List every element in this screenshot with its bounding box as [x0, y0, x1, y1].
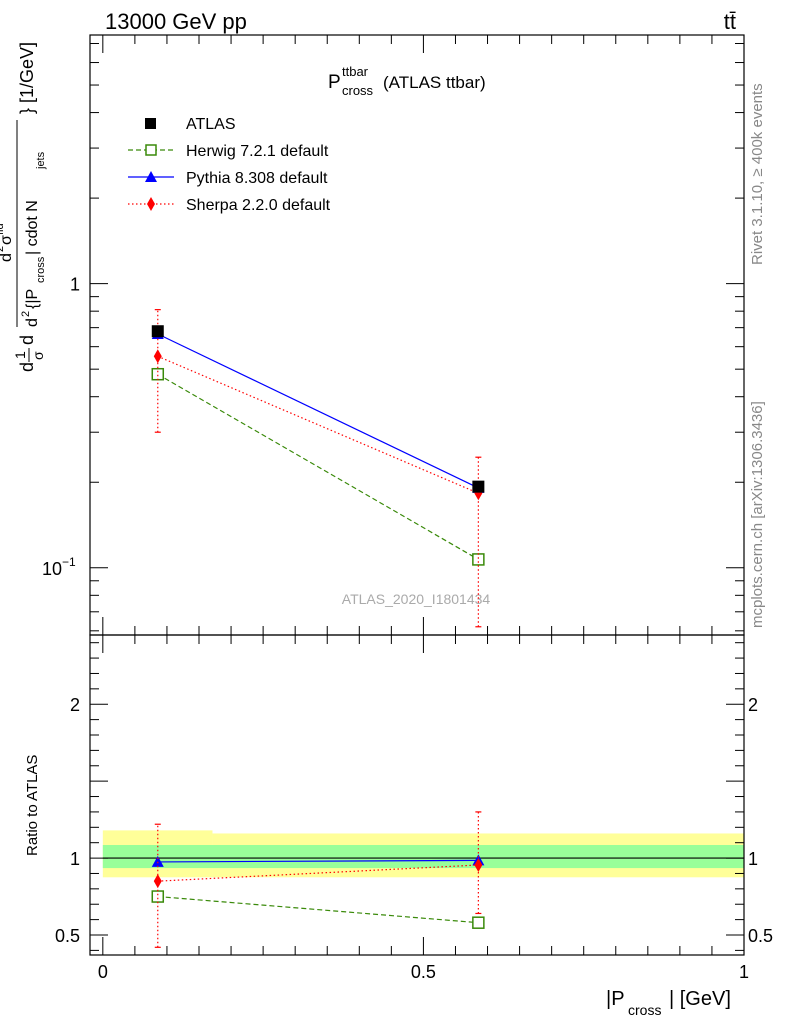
rivet-version-label: Rivet 3.1.10, ≥ 400k events — [749, 83, 766, 265]
legend-marker-atlas — [145, 118, 156, 129]
x-tick-label: 1 — [739, 962, 749, 982]
ratio-line-sherpa — [157, 864, 479, 882]
ratio-marker-sherpa — [474, 858, 483, 872]
ratio-marker-sherpa — [153, 874, 162, 889]
ylabel-inner-den-text2: | cdot N — [24, 200, 41, 255]
ratio-marker-herwig — [151, 890, 165, 903]
svg-text:d: d — [17, 362, 37, 372]
x-axis-label-main: |P — [606, 988, 625, 1010]
plot-title: P — [328, 72, 341, 93]
ratio-uncertainty-bands — [102, 830, 744, 878]
ylabel-frac-den: σ — [30, 351, 46, 360]
main-marker-atlas — [151, 325, 164, 338]
plot-title-sub: cross — [342, 83, 374, 98]
watermark-label: ATLAS_2020_I1801434 — [342, 591, 491, 607]
legend-marker-pythia — [145, 171, 157, 182]
ylabel-inner-den-text: {|P — [24, 289, 41, 309]
ratio-y-tick-label-right: 0.5 — [748, 926, 773, 946]
ylabel-suffix: } [1/GeV] — [17, 42, 37, 114]
x-axis-label-suffix: | [GeV] — [669, 988, 731, 1010]
main-marker-herwig — [472, 553, 485, 566]
ratio-y-tick-label-right: 1 — [748, 849, 758, 869]
ylabel-frac-num: 1 — [12, 351, 28, 359]
ratio-line-pythia — [157, 859, 479, 863]
ratio-axes: 0.5 0.5 1 1 2 2 0 0.5 1 — [55, 635, 773, 982]
legend-label-atlas: ATLAS — [186, 116, 236, 133]
ylabel-inner-num-sigma: σ — [0, 235, 15, 245]
legend-label-sherpa: Sherpa 2.2.0 default — [186, 197, 331, 214]
legend: ATLAS Herwig 7.2.1 default Pythia 8.308 … — [128, 116, 331, 214]
plot-title-sup: ttbar — [342, 64, 369, 79]
main-line-sherpa — [157, 355, 479, 494]
ylabel-inner-num-sup2: fid — [0, 223, 6, 235]
main-y-tick-label: 10 — [42, 559, 62, 579]
ylabel-d: d — [17, 335, 37, 345]
ylabel-inner-den-sup: 2 — [20, 311, 32, 317]
ratio-band-green — [102, 845, 744, 869]
energy-label: 13000 GeV pp — [105, 9, 247, 34]
main-line-herwig — [157, 373, 479, 560]
main-y-tick-label: 1 — [70, 275, 80, 295]
main-panel: ATLAS_2020_I1801434 P ttbar cross (ATLAS… — [42, 34, 745, 636]
mcplots-label: mcplots.cern.ch [arXiv:1306.3436] — [749, 401, 766, 628]
ratio-y-tick-label-right: 2 — [748, 695, 758, 715]
x-tick-label: 0.5 — [411, 962, 436, 982]
ratio-panel: 0.5 0.5 1 1 2 2 0 0.5 1 — [55, 634, 773, 982]
ylabel-inner-den-sub2: jets — [35, 151, 47, 170]
ratio-y-tick-label-left: 0.5 — [55, 926, 80, 946]
main-y-axis-label: d 1 σ d d 2 σ fid d 2 {|P cross | cdot N… — [0, 42, 47, 372]
plot-title-main: P — [328, 72, 341, 93]
ylabel-inner-num-d: d — [0, 253, 15, 262]
ratio-y-tick-label-left: 1 — [70, 849, 80, 869]
ratio-y-axis-label: Ratio to ATLAS — [24, 755, 41, 856]
main-marker-atlas — [472, 480, 485, 493]
process-label: tt̄ — [724, 9, 736, 34]
ratio-marker-herwig — [472, 916, 485, 929]
plot-title-suffix: (ATLAS ttbar) — [383, 73, 486, 92]
ratio-y-tick-label-left: 2 — [70, 695, 80, 715]
legend-label-herwig: Herwig 7.2.1 default — [186, 143, 329, 160]
ylabel-inner-num-sup: 2 — [0, 246, 6, 252]
main-data-marks — [151, 309, 485, 628]
ylabel-prefix: d — [17, 362, 37, 372]
legend-marker-herwig — [145, 144, 157, 156]
legend-marker-sherpa — [147, 197, 155, 211]
ratio-data-marks — [102, 811, 744, 948]
ratio-panel-frame — [89, 634, 745, 956]
x-axis-label-sub: cross — [628, 1002, 661, 1018]
ylabel-inner-den-sub: cross — [35, 256, 47, 283]
main-axes: 10 −1 1 — [42, 35, 745, 635]
main-marker-herwig — [151, 367, 165, 381]
ratio-marker-pythia — [151, 855, 164, 867]
main-y-tick-label-exponent: −1 — [62, 555, 76, 569]
ylabel-inner-den-d: d — [24, 318, 41, 327]
main-line-pythia — [157, 333, 479, 489]
x-tick-label: 0 — [98, 962, 108, 982]
main-marker-sherpa — [153, 349, 162, 364]
ratio-line-herwig — [157, 895, 479, 924]
legend-label-pythia: Pythia 8.308 default — [186, 170, 328, 187]
